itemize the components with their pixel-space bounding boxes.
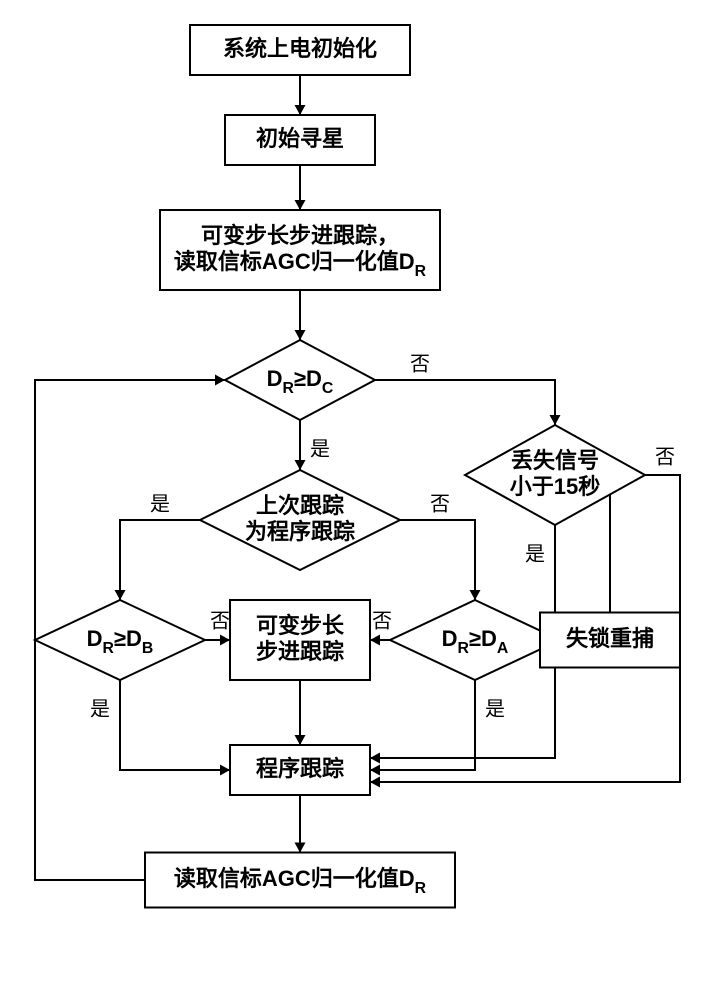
edge-label: 否 [372,610,392,632]
node-n5: 失锁重捕 [540,613,680,668]
node-d3: DR≥DB [35,600,205,680]
nodes-layer: 系统上电初始化初始寻星可变步长步进跟踪，读取信标AGC归一化值DRDR≥DC上次… [35,25,680,908]
edge-label: 是 [525,543,545,565]
edge-label: 否 [655,446,675,468]
svg-text:可变步长: 可变步长 [256,613,345,638]
node-d2: 上次跟踪为程序跟踪 [200,470,400,570]
svg-text:系统上电初始化: 系统上电初始化 [223,36,377,61]
node-n2: 初始寻星 [225,115,375,165]
edge-label: 否 [210,610,230,632]
edge-label: 是 [485,698,505,720]
edge-label: 是 [150,493,170,515]
edge-label: 是 [310,438,330,460]
node-d5: 丢失信号小于15秒 [465,425,645,525]
node-d4: DR≥DA [390,600,560,680]
edge [370,680,475,770]
svg-text:程序跟踪: 程序跟踪 [256,756,344,781]
svg-text:可变步长步进跟踪，: 可变步长步进跟踪， [201,223,399,248]
svg-text:小于15秒: 小于15秒 [510,474,600,499]
edge [120,680,230,770]
edge-label: 否 [410,353,430,375]
node-n3: 可变步长步进跟踪，读取信标AGC归一化值DR [160,210,440,290]
node-n1: 系统上电初始化 [190,25,410,75]
svg-text:为程序跟踪: 为程序跟踪 [245,519,355,544]
edge [400,520,475,600]
svg-text:失锁重捕: 失锁重捕 [566,626,654,651]
svg-text:丢失信号: 丢失信号 [511,448,599,473]
flowchart: 是否是否否否是是是否系统上电初始化初始寻星可变步长步进跟踪，读取信标AGC归一化… [0,0,711,1000]
node-n7: 读取信标AGC归一化值DR [145,853,455,908]
edge-label: 否 [430,493,450,515]
edge-label: 是 [90,698,110,720]
node-d1: DR≥DC [225,340,375,420]
edge [120,520,200,600]
node-n6: 程序跟踪 [230,745,370,795]
svg-text:上次跟踪: 上次跟踪 [256,493,344,518]
svg-text:步进跟踪: 步进跟踪 [256,639,344,664]
node-n4: 可变步长步进跟踪 [230,600,370,680]
edge [375,380,555,425]
svg-text:初始寻星: 初始寻星 [256,126,344,151]
